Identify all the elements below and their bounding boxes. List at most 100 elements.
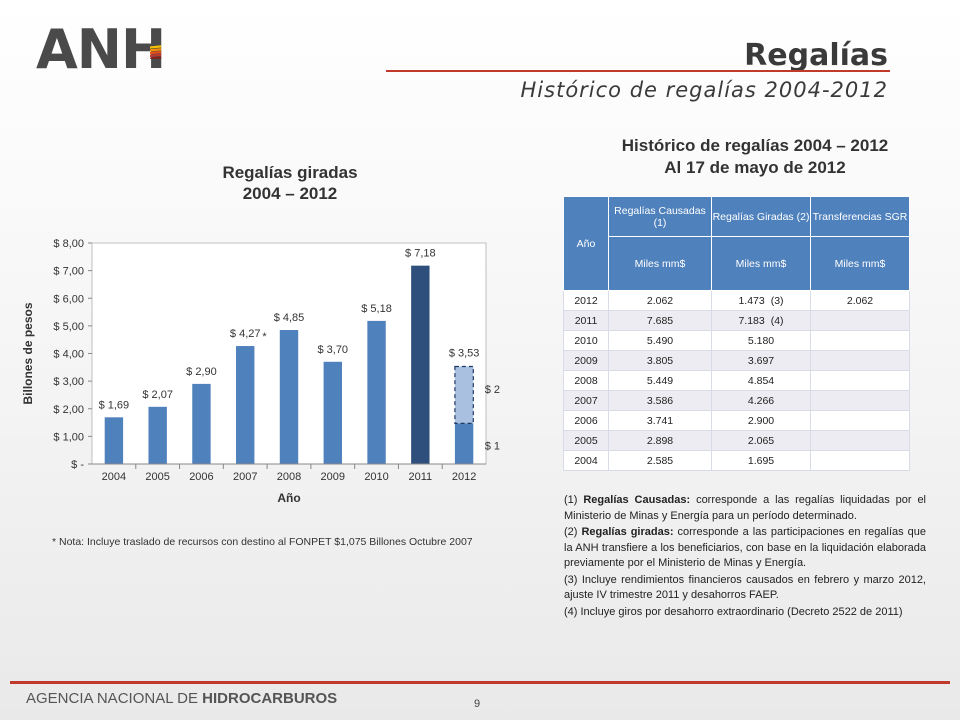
col-header-transferencias: Transferencias SGR [810, 196, 910, 237]
bar-value-label: $ 2,90 [186, 366, 217, 378]
y-tick-label: $ 4,00 [53, 349, 84, 361]
cell-giradas: 4.266 [711, 390, 811, 411]
x-tick-label: 2006 [189, 471, 213, 483]
cell-giradas: 2.900 [711, 410, 811, 431]
segment-base-label: $ 1,47 [485, 441, 500, 453]
cell-giradas: 7.183 (4) [711, 310, 811, 331]
cell-giradas: 3.697 [711, 350, 811, 371]
bar [367, 320, 386, 464]
cell-transferencias [810, 410, 910, 431]
bar-2012-base [454, 423, 474, 464]
unit-header-causadas: Miles mm$ [608, 236, 712, 291]
bar [236, 346, 255, 464]
footer-agency-bold: HIDROCARBUROS [202, 690, 338, 707]
footnote-2-number: (2) [564, 526, 582, 538]
bar [411, 265, 430, 464]
footnote-1-text: corresponde a las regalías liquidadas po… [564, 494, 927, 522]
table-row: 2004 2.585 1.695 [563, 450, 910, 471]
footer-agency-name: AGENCIA NACIONAL DE HIDROCARBUROS [26, 690, 337, 707]
y-tick-label: $ 3,00 [53, 376, 84, 388]
bar [192, 383, 211, 464]
cell-transferencias [810, 330, 910, 351]
footnotes: (1) Regalías Causadas: corresponde a las… [564, 493, 926, 621]
y-tick-label: $ 5,00 [53, 321, 84, 333]
footnote-1-number: (1) [564, 494, 584, 506]
page-number: 9 [474, 698, 481, 710]
cell-causadas: 3.586 [608, 390, 712, 411]
giradas-value: 7.183 [738, 314, 765, 327]
y-tick-label: $ - [71, 459, 84, 471]
bar-value-label: $ 5,18 [361, 303, 392, 315]
giradas-value: 1.473 [738, 294, 765, 307]
bar-value-label: $ 3,70 [317, 344, 348, 356]
cell-transferencias [810, 430, 910, 451]
page-subtitle: Histórico de regalías 2004-2012 [520, 78, 888, 102]
footer-agency-prefix: AGENCIA NACIONAL DE [26, 690, 203, 707]
year: 2011 [563, 310, 609, 331]
bar-2012-top [454, 365, 474, 424]
y-tick-label: $ 1,00 [53, 431, 84, 443]
table-title-line2: Al 17 de mayo de 2012 [664, 158, 846, 177]
chart-title: Regalías giradas 2004 – 2012 [160, 162, 420, 204]
x-tick-label: 2011 [409, 471, 433, 483]
anh-logo-text: ANH [36, 18, 166, 81]
giradas-value: 1.695 [747, 454, 775, 467]
footnote-1-term: Regalías Causadas: [583, 494, 691, 506]
footnote-2: (2) Regalías giradas: corresponde a las … [564, 525, 926, 572]
x-tick-label: 2005 [145, 471, 169, 483]
giradas-value: 2.065 [747, 434, 775, 447]
cell-causadas: 7.685 [608, 310, 712, 331]
year: 2009 [563, 350, 609, 371]
y-tick-label: $ 2,00 [53, 404, 84, 416]
year: 2005 [563, 430, 609, 451]
x-tick-label: 2008 [277, 471, 301, 483]
giradas-value: 5.180 [747, 334, 775, 347]
cell-transferencias [810, 370, 910, 391]
cell-causadas: 2.898 [608, 430, 712, 451]
bar-value-label: $ 3,53 [449, 347, 480, 359]
table-row: 2009 3.805 3.697 [563, 350, 910, 371]
year: 2008 [563, 370, 609, 391]
cell-giradas: 5.180 [711, 330, 811, 351]
bar-value-label: $ 4,85 [274, 312, 305, 324]
unit-header-giradas: Miles mm$ [711, 236, 811, 291]
footnote-2-text: corresponde a las participaciones en reg… [564, 526, 926, 569]
col-header-giradas: Regalías Giradas (2) [711, 196, 811, 237]
bar [323, 361, 342, 464]
asterisk-mark: * [262, 331, 267, 343]
page-title: Regalías [744, 38, 888, 73]
footnote-3: (3) Incluye rendimientos financieros cau… [564, 573, 926, 602]
x-tick-label: 2010 [364, 471, 388, 483]
cell-causadas: 2.585 [608, 450, 712, 471]
unit-header-transferencias: Miles mm$ [810, 236, 910, 291]
cell-transferencias [810, 350, 910, 371]
y-tick-label: $ 8,00 [53, 238, 84, 250]
x-tick-label: 2004 [102, 471, 126, 483]
cell-causadas: 3.805 [608, 350, 712, 371]
royalties-table: Año Regalías Causadas (1) Regalías Girad… [563, 196, 910, 471]
bar [148, 406, 167, 464]
year: 2010 [563, 330, 609, 351]
giradas-value: 4.266 [747, 394, 775, 407]
bar-value-label: $ 1,69 [99, 399, 130, 411]
table-row: 2007 3.586 4.266 [563, 390, 910, 411]
footnote-1: (1) Regalías Causadas: corresponde a las… [564, 493, 926, 524]
y-axis-label: Billones de pesos [21, 302, 35, 404]
chart-note: * Nota: Incluye traslado de recursos con… [52, 536, 473, 548]
year: 2004 [563, 450, 609, 471]
cell-giradas: 4.854 [711, 370, 811, 391]
col-header-causadas: Regalías Causadas (1) [608, 196, 712, 237]
footnote-4: (4) Incluye giros por desahorro extraord… [564, 605, 903, 618]
table-row: 2011 7.685 7.183 (4) [563, 310, 910, 331]
footnote-ref: (4) [770, 314, 784, 327]
anh-logo-flame-icon [150, 45, 162, 59]
col-header-year: Año [563, 196, 609, 291]
footnote-ref: (3) [770, 294, 784, 307]
bar-value-label: $ 4,27 [230, 328, 261, 340]
footer-divider [10, 681, 950, 684]
footnote-2-term: Regalías giradas: [581, 526, 674, 538]
x-tick-label: 2009 [321, 471, 345, 483]
cell-transferencias [810, 450, 910, 471]
cell-causadas: 5.490 [608, 330, 712, 351]
bar-chart: $ - $ 1,00 $ 2,00 $ 3,00 $ 4,00 $ 5,00 $ 6,00 $… [21, 238, 500, 505]
